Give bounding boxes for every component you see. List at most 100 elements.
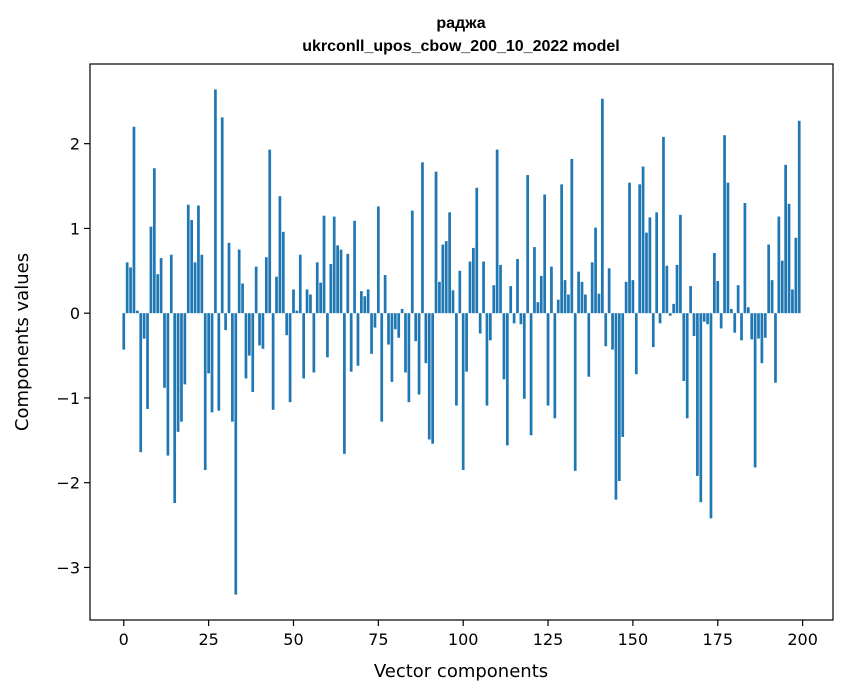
bar-163: [675, 264, 679, 314]
bar-52: [298, 254, 302, 314]
bar-101: [465, 313, 468, 372]
bar-185: [750, 313, 754, 340]
chart-title: раджа: [436, 15, 485, 32]
bar-147: [621, 313, 625, 437]
bar-140: [597, 293, 601, 314]
bar-61: [329, 264, 333, 314]
bar-72: [366, 289, 370, 314]
axis-ticks: 0 25 50 75 100 125 150 175 200 −3 −2 −1 0 1 2: [56, 135, 817, 649]
bar-199: [797, 120, 801, 314]
bar-180: [733, 313, 737, 333]
bar-179: [729, 308, 733, 314]
bar-8: [149, 226, 153, 314]
bar-117: [519, 313, 523, 325]
bar-50: [292, 289, 295, 314]
y-tick-label: 1: [70, 219, 80, 238]
bar-17: [180, 313, 183, 422]
bar-143: [607, 268, 611, 314]
bar-31: [227, 242, 231, 314]
bar-6: [142, 313, 146, 339]
bar-13: [166, 313, 170, 456]
bar-190: [767, 244, 771, 314]
bar-161: [668, 313, 672, 316]
bar-150: [631, 280, 635, 314]
bar-41: [261, 313, 265, 349]
bar-69: [356, 313, 360, 366]
bar-23: [200, 254, 204, 314]
bar-59: [322, 215, 326, 314]
bar-29: [220, 117, 224, 314]
bar-94: [441, 244, 445, 314]
bar-38: [251, 313, 255, 393]
bar-189: [763, 313, 767, 338]
bar-194: [780, 260, 784, 314]
bar-43: [268, 149, 272, 314]
bar-74: [373, 313, 377, 328]
y-tick-label: −1: [56, 389, 80, 408]
bar-42: [264, 257, 268, 314]
bar-44: [271, 313, 275, 410]
bar-173: [709, 313, 713, 519]
bar-65: [343, 313, 346, 454]
bar-172: [706, 313, 709, 325]
bar-119: [526, 175, 530, 314]
bar-99: [458, 270, 462, 314]
bar-164: [679, 214, 682, 314]
bar-40: [258, 313, 261, 346]
bar-19: [186, 204, 190, 314]
bar-122: [536, 302, 540, 314]
bar-67: [349, 313, 353, 372]
bar-138: [590, 262, 594, 314]
bar-123: [539, 275, 543, 314]
bar-93: [438, 281, 441, 314]
bar-88: [421, 162, 424, 314]
bar-49: [288, 313, 292, 403]
bar-157: [655, 212, 659, 314]
bar-137: [587, 313, 591, 377]
bar-30: [224, 313, 227, 331]
bar-198: [794, 237, 798, 314]
bar-183: [743, 203, 747, 314]
bar-3: [132, 126, 136, 314]
y-tick-label: −3: [56, 558, 80, 577]
x-tick-label: 0: [119, 630, 129, 649]
bar-187: [757, 313, 760, 339]
bar-166: [685, 313, 689, 419]
bar-181: [736, 285, 740, 314]
bar-130: [563, 280, 567, 314]
bar-26: [210, 313, 214, 413]
bar-102: [468, 261, 472, 314]
bar-177: [723, 135, 726, 314]
bar-192: [774, 313, 777, 383]
bar-4: [135, 310, 139, 314]
bar-57: [315, 262, 319, 314]
bar-195: [784, 164, 788, 314]
bar-108: [488, 313, 492, 341]
bar-47: [281, 231, 285, 314]
bar-1: [125, 262, 129, 314]
y-tick-label: 0: [70, 304, 80, 323]
bar-131: [567, 294, 570, 314]
bar-85: [410, 210, 414, 314]
bar-73: [370, 313, 373, 354]
bar-154: [645, 232, 648, 314]
bar-group: [122, 89, 801, 595]
bar-12: [163, 313, 166, 388]
bar-37: [248, 313, 251, 356]
bar-75: [376, 206, 380, 314]
bar-22: [197, 205, 200, 314]
bar-128: [556, 299, 560, 314]
bar-124: [543, 194, 547, 314]
bar-152: [638, 184, 642, 314]
bar-182: [740, 313, 743, 341]
bar-35: [241, 283, 244, 314]
bar-9: [152, 168, 156, 314]
x-tick-label: 200: [787, 630, 818, 649]
x-tick-label: 100: [448, 630, 479, 649]
y-axis-label: Components values: [12, 253, 33, 431]
x-tick-label: 50: [283, 630, 303, 649]
plot-frame: [89, 63, 834, 621]
bar-134: [577, 271, 580, 314]
bar-141: [601, 98, 604, 314]
